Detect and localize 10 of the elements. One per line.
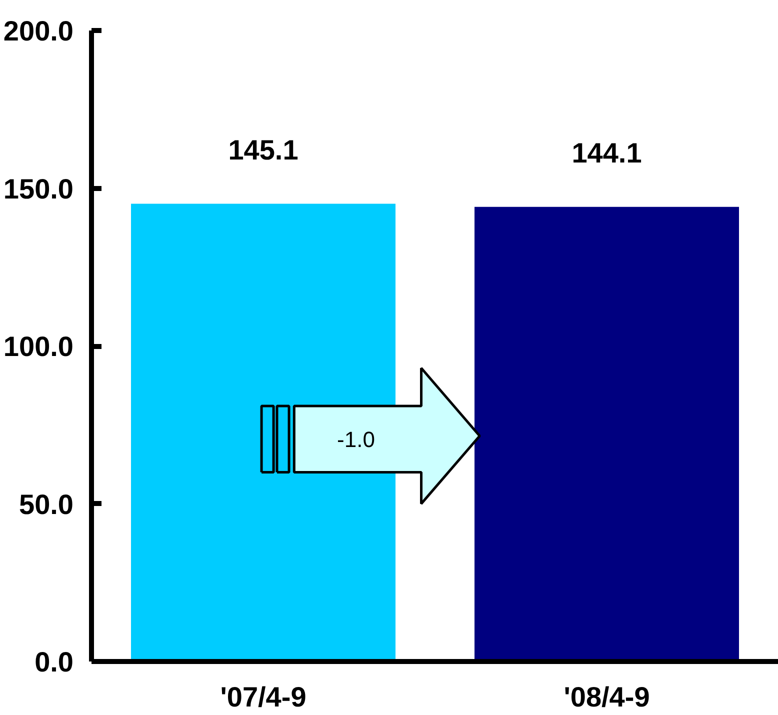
x-tick-label: '07/4-9 bbox=[220, 682, 306, 712]
y-tick-label: 200.0 bbox=[3, 16, 74, 46]
y-tick-label: 50.0 bbox=[19, 488, 74, 520]
annotation: -1.0 bbox=[337, 427, 375, 452]
x-tick-label: '08/4-9 bbox=[564, 682, 650, 712]
y-tick-label: 150.0 bbox=[3, 173, 74, 204]
data-label: 145.1 bbox=[228, 134, 298, 166]
y-tick-label: 0.0 bbox=[34, 646, 74, 678]
y-tick-label: 100.0 bbox=[3, 331, 74, 362]
data-label: 144.1 bbox=[572, 138, 642, 169]
